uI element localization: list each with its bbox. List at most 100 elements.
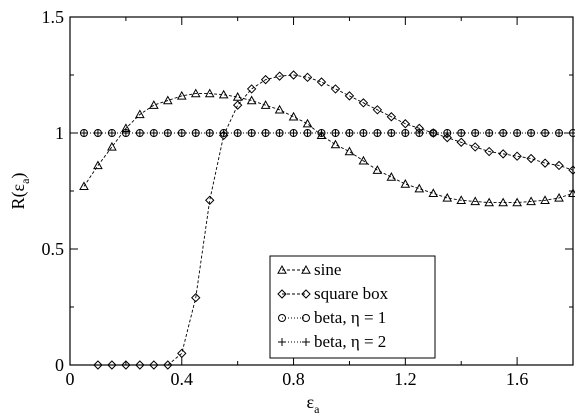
y-tick-label: 0.5 <box>42 239 65 259</box>
data-point-diamond <box>232 100 243 110</box>
x-axis-label-sub: a <box>314 402 320 416</box>
data-point-diamond <box>246 84 257 94</box>
data-point-triangle <box>344 146 355 156</box>
legend-marker-circle <box>302 314 310 322</box>
data-point-triangle <box>470 196 481 206</box>
y-tick-label: 0 <box>55 355 64 375</box>
data-point-diamond <box>512 151 522 161</box>
data-point-diamond <box>498 149 508 159</box>
data-point-triangle <box>316 130 327 140</box>
data-point-triangle <box>93 160 103 170</box>
data-point-plus <box>303 129 312 137</box>
data-point-triangle <box>568 188 575 198</box>
data-point-triangle <box>274 104 285 114</box>
data-point-plus <box>331 129 340 137</box>
data-point-plus <box>191 129 200 137</box>
y-axis-label-sub: a <box>18 178 32 184</box>
data-point-plus <box>499 129 508 137</box>
data-point-diamond <box>568 165 575 175</box>
data-point-plus <box>485 129 494 137</box>
data-point-triangle <box>526 196 536 206</box>
data-point-triangle <box>554 192 564 202</box>
legend-marker-triangle <box>277 264 287 274</box>
data-point-plus <box>541 129 550 137</box>
x-axis-label-main: ε <box>307 392 315 412</box>
legend-marker-circle <box>278 314 286 322</box>
data-point-diamond <box>386 112 397 122</box>
data-point-triangle <box>204 88 215 98</box>
data-point-triangle <box>288 111 299 121</box>
data-point-diamond <box>526 153 536 164</box>
data-point-diamond <box>330 84 341 94</box>
data-point-plus <box>443 129 452 137</box>
data-point-triangle <box>148 100 159 109</box>
data-point-diamond <box>177 348 187 359</box>
data-point-diamond <box>540 158 550 168</box>
legend-label-beta-eta-1: beta, η = 1 <box>314 308 386 327</box>
series-line-1 <box>97 74 574 366</box>
data-point-plus <box>527 129 536 137</box>
data-point-triangle <box>456 195 467 204</box>
data-point-plus <box>177 129 186 137</box>
x-axis-label: εa <box>307 392 321 416</box>
data-point-plus <box>289 129 298 137</box>
legend-label-sine: sine <box>314 260 341 279</box>
data-point-plus <box>401 129 410 137</box>
data-point-plus <box>429 129 438 137</box>
data-point-diamond <box>107 360 117 370</box>
data-point-triangle <box>190 88 201 98</box>
data-point-plus <box>555 129 564 137</box>
data-point-plus <box>93 129 102 137</box>
data-point-diamond <box>302 72 313 83</box>
data-point-diamond <box>442 132 452 143</box>
data-point-diamond <box>344 91 355 101</box>
x-tick-label: 0.8 <box>282 369 305 389</box>
data-point-triangle <box>358 155 369 165</box>
x-tick-label: 0.4 <box>171 369 194 389</box>
data-point-triangle <box>330 139 341 149</box>
data-point-plus <box>205 129 214 137</box>
legend-marker-triangle <box>301 264 311 274</box>
legend-marker-plus <box>278 338 286 346</box>
data-point-diamond <box>121 360 131 370</box>
data-point-plus <box>163 129 172 137</box>
data-point-triangle <box>400 179 411 188</box>
data-point-triangle <box>162 95 173 105</box>
data-point-plus <box>149 129 158 137</box>
legend-marker-plus <box>302 338 310 346</box>
data-point-triangle <box>386 172 397 181</box>
y-axis-label-close: ) <box>8 173 29 179</box>
data-point-diamond <box>149 360 159 370</box>
data-point-diamond <box>163 360 173 370</box>
data-point-diamond <box>93 360 103 370</box>
data-point-triangle <box>498 197 508 207</box>
series-line-0 <box>83 93 574 204</box>
data-point-diamond <box>456 137 466 147</box>
data-point-triangle <box>260 100 271 109</box>
data-point-triangle <box>218 89 229 99</box>
data-point-diamond <box>260 74 271 85</box>
data-point-triangle <box>540 195 550 204</box>
data-point-plus <box>233 129 242 137</box>
y-tick-label: 1 <box>55 123 64 143</box>
data-point-diamond <box>274 71 285 81</box>
x-tick-label: 1.2 <box>394 369 417 389</box>
data-point-triangle <box>107 141 117 151</box>
data-point-plus <box>359 129 368 137</box>
data-point-triangle <box>246 95 257 105</box>
data-point-plus <box>219 129 228 137</box>
data-point-plus <box>107 129 116 137</box>
data-point-diamond <box>288 70 299 80</box>
data-point-diamond <box>135 360 145 370</box>
data-point-triangle <box>232 92 243 101</box>
y-axis-label: R(εa) <box>8 173 32 210</box>
legend-label-square-box: square box <box>314 284 389 303</box>
data-point-plus <box>387 129 396 137</box>
data-point-plus <box>471 129 480 137</box>
data-point-diamond <box>470 142 480 152</box>
data-point-plus <box>121 129 130 137</box>
data-point-diamond <box>484 146 494 157</box>
data-point-plus <box>247 129 256 137</box>
data-point-plus <box>345 129 354 137</box>
